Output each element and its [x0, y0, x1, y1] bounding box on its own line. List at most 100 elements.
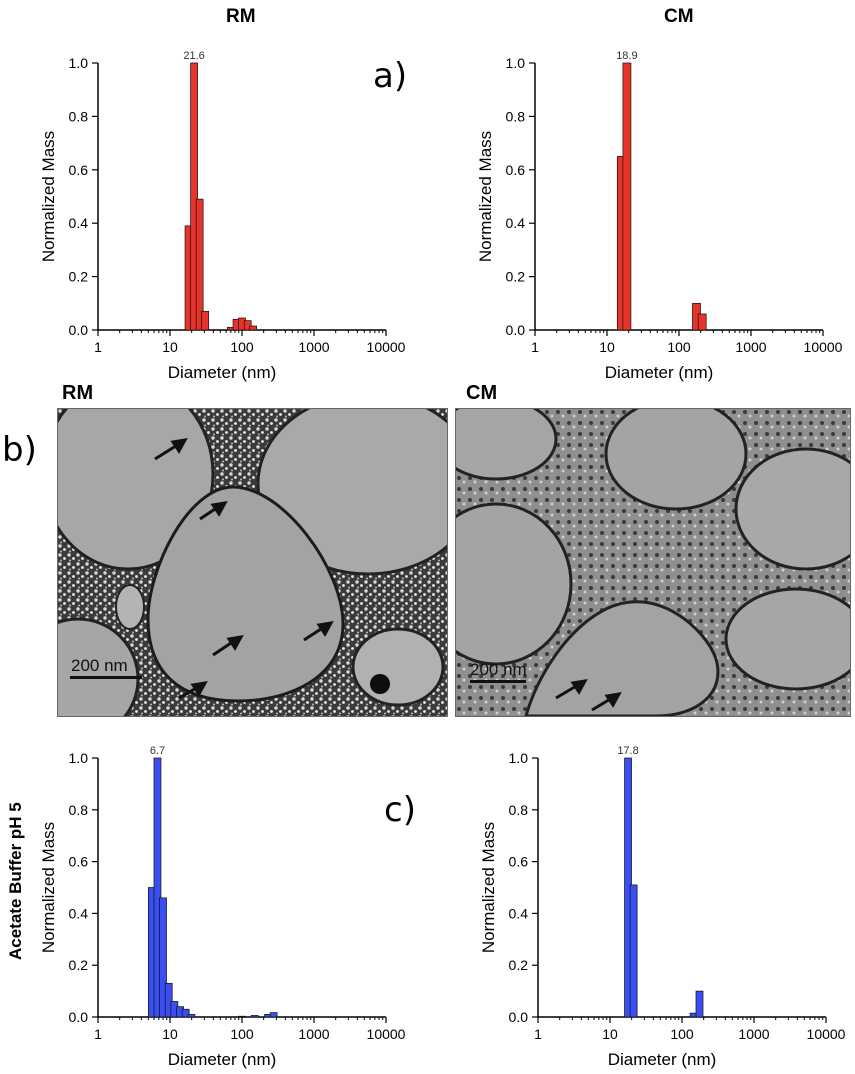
bar: [195, 198, 204, 331]
bar: [616, 156, 626, 331]
row-label-acetate-buffer: Acetate Buffer pH 5: [6, 802, 25, 960]
y-axis-label: Normalized Mass: [39, 822, 58, 953]
bar: [689, 1012, 698, 1018]
y-axis-label: Normalized Mass: [476, 131, 495, 262]
y-tick-label: 0.6: [69, 162, 89, 178]
x-axis-label: Diameter (nm): [168, 1050, 277, 1069]
tem-micrograph-rm: [58, 409, 447, 716]
y-tick-label: 0.2: [509, 957, 529, 973]
y-tick-label: 1.0: [506, 55, 526, 71]
x-tick-label: 10000: [807, 1026, 846, 1042]
y-tick-label: 0.6: [69, 854, 89, 870]
y-tick-label: 0.6: [506, 162, 526, 178]
tem-micrograph-cm: [456, 409, 850, 716]
x-tick-label: 1: [94, 1026, 102, 1042]
y-tick-label: 1.0: [69, 55, 89, 71]
peak-label: 18.9: [616, 50, 637, 62]
x-tick-label: 10: [162, 1026, 178, 1042]
bar: [232, 318, 241, 331]
bar: [692, 302, 701, 331]
tem-image-cm: 200 nm: [455, 408, 851, 717]
bar: [243, 320, 252, 331]
y-tick-label: 0.4: [509, 905, 529, 921]
bar: [181, 1008, 190, 1018]
column-title-rm: RM: [226, 6, 256, 27]
panel-label-a: a): [373, 56, 408, 96]
x-tick-label: 100: [670, 1026, 694, 1042]
x-tick-label: 100: [230, 339, 254, 355]
y-axis-label: Normalized Mass: [479, 822, 498, 953]
x-tick-label: 10: [599, 339, 615, 355]
y-tick-label: 0.8: [69, 802, 89, 818]
tem-image-rm: 200 nm: [57, 408, 448, 717]
y-tick-label: 0.4: [69, 215, 89, 231]
x-tick-label: 10: [162, 339, 178, 355]
x-tick-label: 1000: [298, 339, 329, 355]
x-tick-label: 1000: [738, 1026, 769, 1042]
y-tick-label: 0.8: [506, 108, 526, 124]
x-tick-label: 10: [602, 1026, 618, 1042]
y-axis-label: Normalized Mass: [39, 131, 58, 262]
x-tick-label: 1000: [735, 339, 766, 355]
scale-label-rm: 200 nm: [71, 656, 128, 675]
scale-bar-rm: [70, 676, 142, 679]
y-tick-label: 0.8: [509, 802, 529, 818]
x-tick-label: 100: [230, 1026, 254, 1042]
tem-title-cm: CM: [466, 382, 498, 404]
y-tick-label: 1.0: [69, 750, 89, 766]
bar: [184, 225, 193, 331]
x-tick-label: 1: [534, 1026, 542, 1042]
bar: [201, 310, 210, 331]
bar: [249, 325, 258, 331]
x-tick-label: 1: [531, 339, 539, 355]
column-title-cm: CM: [664, 6, 694, 27]
y-tick-label: 0.6: [509, 854, 529, 870]
x-tick-label: 10000: [367, 339, 406, 355]
bar: [170, 1001, 179, 1018]
y-tick-label: 0.0: [509, 1009, 529, 1025]
bar: [250, 1015, 259, 1018]
peak-label: 21.6: [183, 50, 204, 62]
y-tick-label: 0.0: [506, 322, 526, 338]
x-axis-label: Diameter (nm): [608, 1050, 717, 1069]
y-tick-label: 0.2: [69, 269, 89, 285]
bar: [264, 1014, 272, 1018]
y-tick-label: 0.8: [69, 108, 89, 124]
bar: [164, 982, 173, 1018]
x-tick-label: 100: [667, 339, 691, 355]
x-tick-label: 1000: [298, 1026, 329, 1042]
bar: [176, 1006, 184, 1018]
y-tick-label: 1.0: [509, 750, 529, 766]
bar: [697, 313, 707, 331]
x-tick-label: 1: [94, 339, 102, 355]
x-tick-label: 10000: [367, 1026, 406, 1042]
y-tick-label: 0.4: [69, 905, 89, 921]
bar: [695, 990, 704, 1018]
bar: [226, 326, 235, 331]
bar: [622, 62, 632, 331]
bar: [187, 1014, 196, 1018]
y-tick-label: 0.0: [69, 322, 89, 338]
x-axis-label: Diameter (nm): [605, 363, 714, 382]
bar: [624, 757, 632, 1018]
bar: [148, 887, 156, 1018]
peak-label: 17.8: [617, 745, 638, 757]
bar: [159, 897, 167, 1018]
y-tick-label: 0.2: [69, 957, 89, 973]
panel-label-c: c): [384, 790, 416, 830]
y-tick-label: 0.2: [506, 269, 526, 285]
y-tick-label: 0.0: [69, 1009, 89, 1025]
bar: [190, 62, 198, 331]
bar: [269, 1012, 278, 1018]
tem-title-rm: RM: [62, 382, 94, 404]
x-tick-label: 10000: [804, 339, 843, 355]
bar: [238, 1015, 246, 1018]
x-axis-label: Diameter (nm): [168, 363, 277, 382]
bar: [153, 757, 162, 1018]
scale-label-cm: 200 nm: [470, 660, 527, 679]
scale-bar-cm: [470, 680, 526, 683]
bar: [238, 317, 246, 331]
bar: [629, 884, 638, 1018]
panel-label-b: b): [2, 430, 37, 470]
peak-label: 6.7: [150, 745, 165, 757]
